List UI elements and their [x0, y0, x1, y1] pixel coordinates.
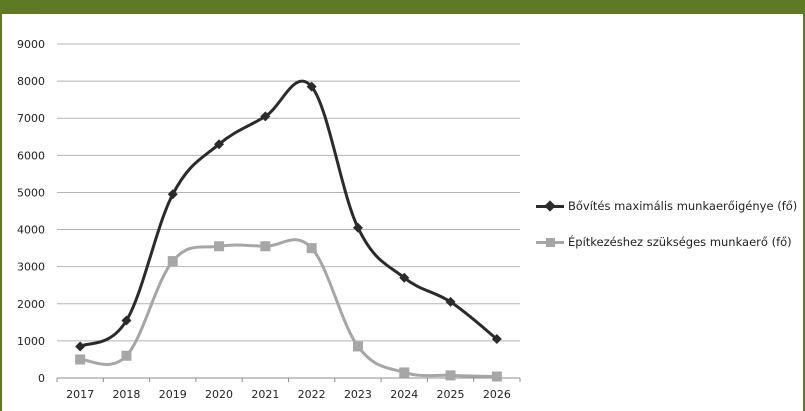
- series-1-point: [491, 334, 502, 345]
- series-1-point: [445, 296, 456, 307]
- series-lines: [75, 79, 502, 382]
- series-2-point: [121, 350, 132, 361]
- legend-swatch-series-2: [536, 236, 564, 248]
- gridlines: [57, 43, 520, 379]
- series-2-line: [80, 238, 497, 379]
- y-tick-label: 6000: [17, 149, 45, 162]
- legend: Bővítés maximális munkaerőigénye (fő) Ép…: [536, 196, 797, 268]
- legend-item-series-2: Építkezéshez szükséges munkaerő (fő): [536, 232, 797, 252]
- y-tick-label: 4000: [17, 224, 45, 237]
- y-tick-label: 7000: [17, 112, 45, 125]
- y-tick-label: 5000: [17, 186, 45, 199]
- x-tick-label: 2024: [390, 388, 418, 401]
- series-2-point: [399, 367, 410, 378]
- legend-label-series-1: Bővítés maximális munkaerőigénye (fő): [568, 199, 798, 213]
- x-tick-label: 2022: [298, 388, 326, 401]
- series-2-point: [260, 241, 271, 252]
- x-tick-label: 2020: [205, 388, 233, 401]
- x-tick-label: 2025: [437, 388, 465, 401]
- series-1-point: [121, 315, 132, 326]
- x-tick-label: 2019: [159, 388, 187, 401]
- y-tick-label: 3000: [17, 261, 45, 274]
- series-2-point: [214, 241, 225, 252]
- series-1-point: [352, 222, 363, 233]
- y-tick-label: 2000: [17, 298, 45, 311]
- series-2: [75, 238, 502, 382]
- x-tick-label: 2018: [112, 388, 140, 401]
- series-1-point: [167, 189, 178, 200]
- x-tick-label: 2021: [251, 388, 279, 401]
- series-1-point: [306, 81, 317, 92]
- series-2-point: [167, 256, 178, 267]
- series-2-point: [75, 354, 86, 365]
- x-tick-label: 2023: [344, 388, 372, 401]
- series-1-point: [399, 272, 410, 283]
- x-tick-label: 2017: [66, 388, 94, 401]
- header-bar: [2, 0, 803, 14]
- series-2-point: [352, 341, 363, 352]
- y-axis-ticks: 0 1000 2000 3000 4000 5000 6000 7000 8000 9000: [17, 38, 45, 385]
- series-1-line: [79, 79, 498, 348]
- y-tick-label: 9000: [17, 38, 45, 51]
- legend-label-series-2: Építkezéshez szükséges munkaerő (fő): [568, 235, 792, 249]
- series-1: [75, 79, 502, 352]
- y-tick-label: 8000: [17, 75, 45, 88]
- series-2-point: [491, 371, 502, 382]
- y-tick-label: 1000: [17, 335, 45, 348]
- x-axis-ticks: 2017 2018 2019 2020 2021 2022 2023 2024 2025 2026: [56, 378, 521, 401]
- series-2-point: [445, 370, 456, 381]
- legend-item-series-1: Bővítés maximális munkaerőigénye (fő): [536, 196, 797, 216]
- series-2-point: [306, 243, 317, 254]
- series-1-point: [260, 111, 271, 122]
- y-tick-label: 0: [38, 372, 45, 385]
- x-tick-label: 2026: [483, 388, 511, 401]
- series-1-point: [214, 139, 225, 150]
- series-1-point: [75, 341, 86, 352]
- legend-swatch-series-1: [536, 200, 564, 212]
